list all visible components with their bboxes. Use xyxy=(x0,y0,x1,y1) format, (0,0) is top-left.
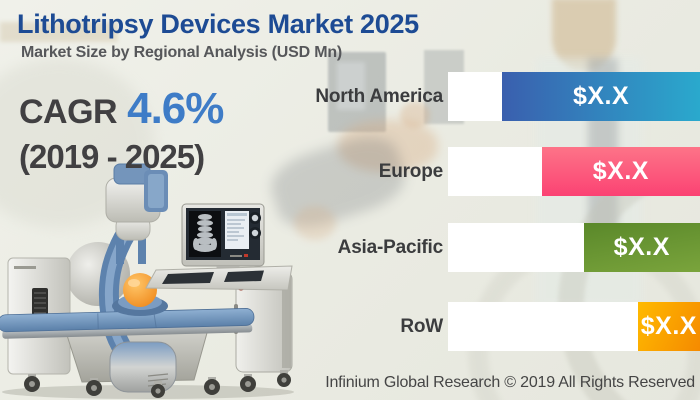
lithotripsy-device-illustration xyxy=(0,163,294,399)
bar-fill: $X.X xyxy=(541,147,700,196)
bg-patient-torso xyxy=(338,120,438,172)
bar-track xyxy=(448,302,638,351)
copyright-text: Infinium Global Research © 2019 All Righ… xyxy=(325,374,695,391)
bar-box: $X.X xyxy=(448,302,700,351)
bar-value: $X.X xyxy=(640,312,697,340)
bar-value: $X.X xyxy=(592,157,649,185)
bar-row: Asia-Pacific $X.X xyxy=(0,223,700,272)
bar-box: $X.X xyxy=(448,147,700,196)
bar-value: $X.X xyxy=(613,233,670,261)
bg-patient-feet xyxy=(294,206,336,240)
bar-label: North America xyxy=(315,85,443,107)
bar-row: Europe $X.X xyxy=(0,147,700,196)
bar-label: RoW xyxy=(400,315,443,337)
regional-bar-chart: North America $X.X Europe $X.X Asia-Pacific $… xyxy=(0,72,700,377)
bar-track xyxy=(448,72,503,121)
bar-track xyxy=(448,147,542,196)
bar-box: $X.X xyxy=(448,223,700,272)
header: Lithotripsy Devices Market 2025 Market S… xyxy=(17,9,419,62)
bg-monitor-scan xyxy=(337,62,365,110)
page-subtitle: Market Size by Regional Analysis (USD Mn… xyxy=(21,43,343,61)
bg-monitor xyxy=(328,52,386,132)
bar-label: Europe xyxy=(378,160,443,182)
bar-fill: $X.X xyxy=(583,223,700,272)
bar-box: $X.X xyxy=(448,72,700,121)
cagr-label: CAGR xyxy=(19,93,118,131)
bar-row: North America $X.X xyxy=(0,72,700,121)
cagr-value: 4.6% xyxy=(127,84,224,133)
bg-patient-head xyxy=(400,102,430,128)
bar-fill: $X.X xyxy=(637,302,700,351)
cagr-block: CAGR 4.6% (2019 - 2025) xyxy=(19,84,224,176)
cagr-period: (2019 - 2025) xyxy=(19,138,205,175)
page-title: Lithotripsy Devices Market 2025 xyxy=(17,9,419,39)
bar-fill: $X.X xyxy=(502,72,700,121)
bar-track xyxy=(448,223,584,272)
bar-row: RoW $X.X xyxy=(0,302,700,351)
bar-label: Asia-Pacific xyxy=(337,236,444,258)
bg-wall-rail xyxy=(0,22,118,42)
bar-value: $X.X xyxy=(572,82,630,110)
